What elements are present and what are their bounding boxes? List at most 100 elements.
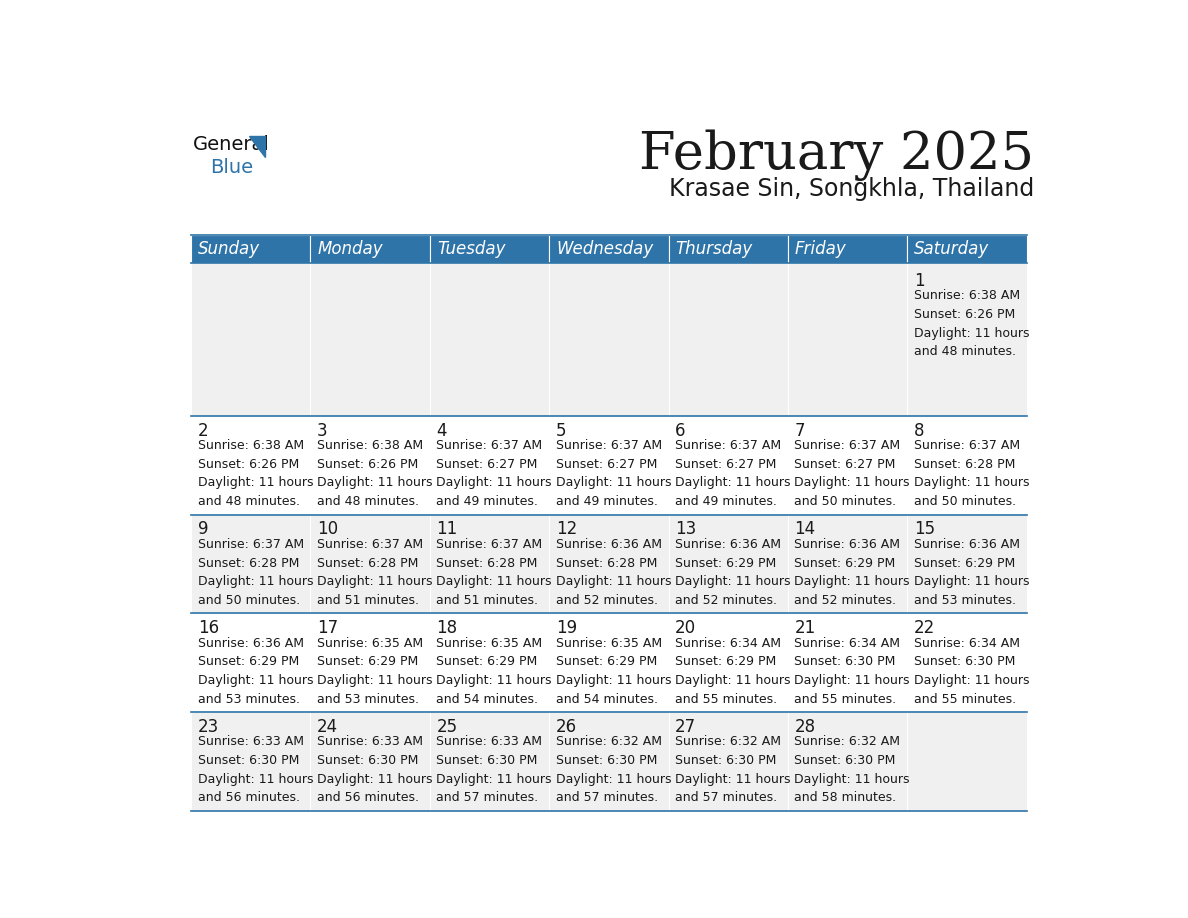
Text: Sunset: 6:26 PM: Sunset: 6:26 PM xyxy=(317,458,418,471)
Text: Daylight: 11 hours: Daylight: 11 hours xyxy=(675,674,790,687)
Text: Daylight: 11 hours: Daylight: 11 hours xyxy=(675,576,790,588)
Text: Wednesday: Wednesday xyxy=(556,240,653,258)
Text: Sunrise: 6:36 AM: Sunrise: 6:36 AM xyxy=(675,538,781,551)
Text: Sunset: 6:30 PM: Sunset: 6:30 PM xyxy=(556,754,657,767)
Text: Sunset: 6:26 PM: Sunset: 6:26 PM xyxy=(914,308,1015,321)
Bar xyxy=(669,263,788,416)
Text: 24: 24 xyxy=(317,718,339,736)
Text: Sunrise: 6:37 AM: Sunrise: 6:37 AM xyxy=(556,439,662,452)
Text: Sunrise: 6:34 AM: Sunrise: 6:34 AM xyxy=(795,637,901,650)
Text: Daylight: 11 hours: Daylight: 11 hours xyxy=(317,576,432,588)
Text: and 55 minutes.: and 55 minutes. xyxy=(675,692,777,706)
Text: 22: 22 xyxy=(914,620,935,637)
Text: and 53 minutes.: and 53 minutes. xyxy=(914,594,1016,607)
Text: Sunrise: 6:32 AM: Sunrise: 6:32 AM xyxy=(795,735,901,748)
Text: Sunset: 6:27 PM: Sunset: 6:27 PM xyxy=(795,458,896,471)
Bar xyxy=(549,514,669,613)
Text: Sunrise: 6:37 AM: Sunrise: 6:37 AM xyxy=(795,439,901,452)
Bar xyxy=(788,613,908,712)
Bar xyxy=(669,712,788,811)
Text: Daylight: 11 hours: Daylight: 11 hours xyxy=(556,674,671,687)
Text: Sunset: 6:29 PM: Sunset: 6:29 PM xyxy=(675,556,776,569)
Text: Sunrise: 6:34 AM: Sunrise: 6:34 AM xyxy=(914,637,1019,650)
Text: Sunrise: 6:37 AM: Sunrise: 6:37 AM xyxy=(675,439,782,452)
Text: Sunset: 6:29 PM: Sunset: 6:29 PM xyxy=(436,655,538,668)
Text: Daylight: 11 hours: Daylight: 11 hours xyxy=(795,773,910,786)
Text: and 50 minutes.: and 50 minutes. xyxy=(914,495,1016,508)
Text: 26: 26 xyxy=(556,718,577,736)
Bar xyxy=(549,235,669,263)
Bar xyxy=(669,514,788,613)
Text: Sunrise: 6:36 AM: Sunrise: 6:36 AM xyxy=(197,637,304,650)
Bar xyxy=(908,712,1026,811)
Bar xyxy=(191,263,310,416)
Text: Blue: Blue xyxy=(210,158,253,177)
Text: and 48 minutes.: and 48 minutes. xyxy=(197,495,299,508)
Bar xyxy=(788,712,908,811)
Bar xyxy=(788,235,908,263)
Bar xyxy=(430,416,549,514)
Bar xyxy=(788,416,908,514)
Bar xyxy=(191,416,310,514)
Text: 1: 1 xyxy=(914,272,924,290)
Text: Sunset: 6:28 PM: Sunset: 6:28 PM xyxy=(436,556,538,569)
Bar xyxy=(788,514,908,613)
Text: 21: 21 xyxy=(795,620,816,637)
Text: Daylight: 11 hours: Daylight: 11 hours xyxy=(914,674,1029,687)
Text: Sunset: 6:29 PM: Sunset: 6:29 PM xyxy=(197,655,299,668)
Bar xyxy=(191,613,310,712)
Text: Krasae Sin, Songkhla, Thailand: Krasae Sin, Songkhla, Thailand xyxy=(669,177,1035,201)
Text: and 51 minutes.: and 51 minutes. xyxy=(436,594,538,607)
Text: Sunrise: 6:37 AM: Sunrise: 6:37 AM xyxy=(317,538,423,551)
Text: and 53 minutes.: and 53 minutes. xyxy=(317,692,419,706)
Polygon shape xyxy=(248,136,265,157)
Text: Sunset: 6:30 PM: Sunset: 6:30 PM xyxy=(436,754,538,767)
Text: Sunset: 6:28 PM: Sunset: 6:28 PM xyxy=(556,556,657,569)
Text: Sunrise: 6:32 AM: Sunrise: 6:32 AM xyxy=(556,735,662,748)
Text: 12: 12 xyxy=(556,521,577,539)
Text: 18: 18 xyxy=(436,620,457,637)
Text: 8: 8 xyxy=(914,421,924,440)
Text: 7: 7 xyxy=(795,421,805,440)
Text: Daylight: 11 hours: Daylight: 11 hours xyxy=(197,773,314,786)
Text: Sunset: 6:27 PM: Sunset: 6:27 PM xyxy=(436,458,538,471)
Bar xyxy=(908,235,1026,263)
Text: Daylight: 11 hours: Daylight: 11 hours xyxy=(556,773,671,786)
Text: 11: 11 xyxy=(436,521,457,539)
Bar xyxy=(549,416,669,514)
Text: 16: 16 xyxy=(197,620,219,637)
Bar xyxy=(310,235,430,263)
Text: and 49 minutes.: and 49 minutes. xyxy=(556,495,658,508)
Text: Daylight: 11 hours: Daylight: 11 hours xyxy=(795,674,910,687)
Bar xyxy=(549,613,669,712)
Text: Friday: Friday xyxy=(795,240,847,258)
Bar xyxy=(191,712,310,811)
Text: and 50 minutes.: and 50 minutes. xyxy=(795,495,897,508)
Text: and 57 minutes.: and 57 minutes. xyxy=(675,791,777,804)
Text: and 54 minutes.: and 54 minutes. xyxy=(436,692,538,706)
Text: 6: 6 xyxy=(675,421,685,440)
Text: Sunset: 6:26 PM: Sunset: 6:26 PM xyxy=(197,458,299,471)
Text: 17: 17 xyxy=(317,620,339,637)
Text: Sunset: 6:27 PM: Sunset: 6:27 PM xyxy=(556,458,657,471)
Bar xyxy=(908,263,1026,416)
Text: Sunset: 6:29 PM: Sunset: 6:29 PM xyxy=(317,655,418,668)
Text: 5: 5 xyxy=(556,421,567,440)
Text: Sunrise: 6:32 AM: Sunrise: 6:32 AM xyxy=(675,735,781,748)
Text: and 48 minutes.: and 48 minutes. xyxy=(914,345,1016,358)
Text: 13: 13 xyxy=(675,521,696,539)
Bar xyxy=(310,712,430,811)
Text: February 2025: February 2025 xyxy=(639,129,1035,181)
Bar xyxy=(430,235,549,263)
Text: Daylight: 11 hours: Daylight: 11 hours xyxy=(556,476,671,489)
Text: and 57 minutes.: and 57 minutes. xyxy=(436,791,538,804)
Bar xyxy=(669,235,788,263)
Text: 25: 25 xyxy=(436,718,457,736)
Text: and 52 minutes.: and 52 minutes. xyxy=(556,594,658,607)
Text: Daylight: 11 hours: Daylight: 11 hours xyxy=(197,674,314,687)
Text: 4: 4 xyxy=(436,421,447,440)
Text: Daylight: 11 hours: Daylight: 11 hours xyxy=(675,476,790,489)
Text: Daylight: 11 hours: Daylight: 11 hours xyxy=(436,674,552,687)
Text: and 51 minutes.: and 51 minutes. xyxy=(317,594,419,607)
Bar xyxy=(908,416,1026,514)
